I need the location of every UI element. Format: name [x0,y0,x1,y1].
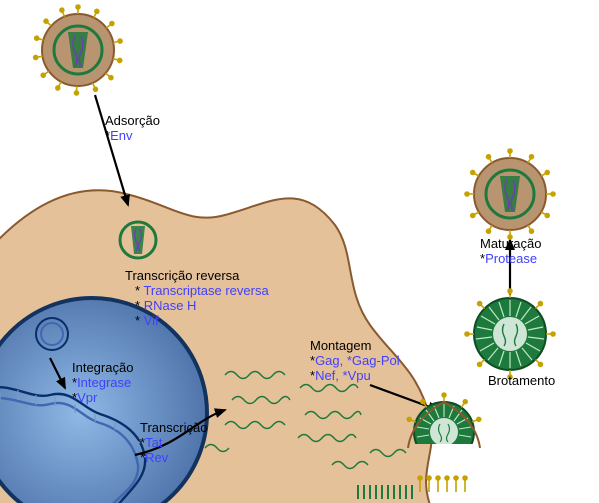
diagram-stage: Adsorção *Env Transcrição reversa * Tran… [0,0,599,503]
label-integration: Integração *Integrase *Vpr [72,360,133,405]
step-protein: *Protease [480,251,541,266]
step-title: Montagem [310,338,400,353]
virion-free [33,5,122,95]
step-protein: *Vpr [72,390,133,405]
step-protein: *Tat [140,435,207,450]
step-title: Brotamento [488,373,555,388]
label-maturation: Maturação *Protease [480,236,541,266]
step-protein: * RNase H [125,298,269,313]
step-protein: * Transcriptase reversa [125,283,269,298]
step-title: Integração [72,360,133,375]
step-protein: *Nef, *Vpu [310,368,400,383]
step-protein: *Integrase [72,375,133,390]
step-protein: *Env [105,128,160,143]
label-assembly: Montagem *Gag, *Gag-Pol *Nef, *Vpu [310,338,400,383]
step-protein: *Gag, *Gag-Pol [310,353,400,368]
virion-budding [465,289,555,379]
virion-maturation [465,149,555,239]
arrow-adsorption [95,95,128,205]
label-budding: Brotamento [488,373,555,388]
label-reverse-transcription: Transcrição reversa * Transcriptase reve… [125,268,269,328]
label-transcription: Transcrição *Tat *Rev [140,420,207,465]
step-title: Adsorção [105,113,160,128]
step-title: Transcrição reversa [125,268,269,283]
step-title: Transcrição [140,420,207,435]
label-adsorption: Adsorção *Env [105,113,160,143]
step-protein: *Rev [140,450,207,465]
step-protein: * Vif [125,313,269,328]
step-title: Maturação [480,236,541,251]
